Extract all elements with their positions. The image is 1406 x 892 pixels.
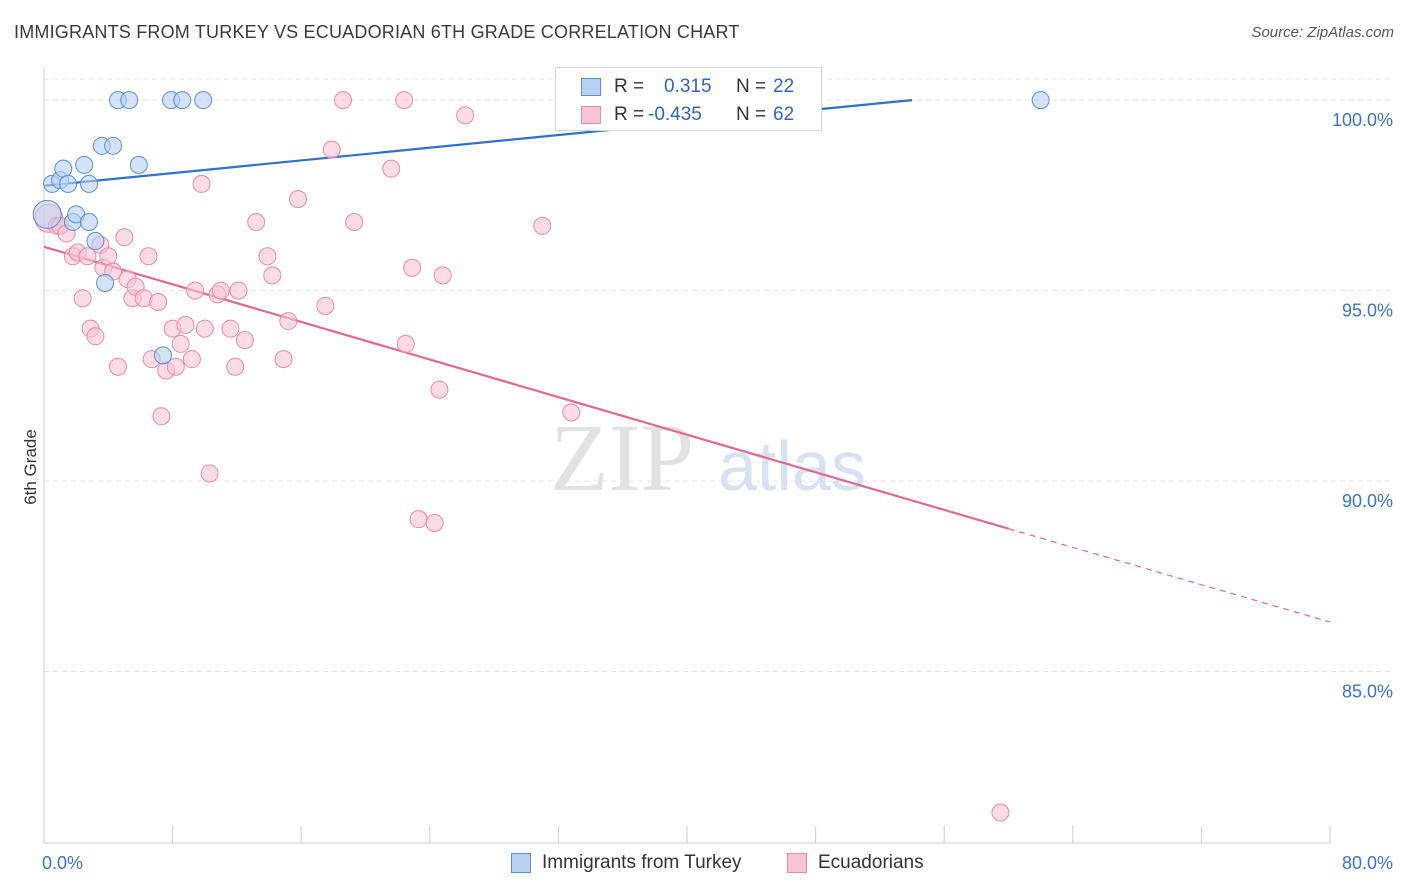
y-tick-label: 100.0%	[1332, 110, 1393, 130]
point-ecuadorians	[186, 281, 205, 300]
point-ecuadorians	[533, 216, 552, 235]
point-ecuadorians	[288, 190, 307, 209]
watermark: ZIP atlas	[550, 404, 866, 511]
point-ecuadorians	[229, 281, 248, 300]
point-ecuadorians	[333, 91, 352, 110]
point-ecuadorians	[396, 334, 415, 353]
data-points	[32, 91, 1050, 822]
point-turkey	[194, 91, 213, 110]
point-ecuadorians	[99, 247, 118, 266]
legend-label: Immigrants from Turkey	[542, 852, 742, 873]
point-ecuadorians	[139, 247, 158, 266]
point-ecuadorians	[182, 350, 201, 369]
point-ecuadorians	[263, 266, 282, 285]
n-value: 62	[773, 104, 795, 125]
pink-swatch	[581, 106, 601, 124]
point-ecuadorians	[382, 159, 401, 178]
point-ecuadorians	[322, 140, 341, 159]
point-ecuadorians	[192, 174, 211, 193]
legend-label: Ecuadorians	[818, 852, 924, 873]
y-tick-label: 90.0%	[1342, 491, 1393, 511]
point-ecuadorians	[152, 407, 171, 426]
point-turkey	[80, 174, 99, 193]
point-turkey	[1031, 91, 1050, 110]
point-ecuadorians	[279, 312, 298, 331]
point-ecuadorians	[425, 513, 444, 532]
point-turkey	[153, 346, 172, 365]
chart-title: IMMIGRANTS FROM TURKEY VS ECUADORIAN 6TH…	[14, 22, 740, 42]
point-ecuadorians	[221, 319, 240, 338]
trend-extension-ecuadorians	[1008, 528, 1331, 623]
blue-swatch	[511, 853, 531, 873]
point-ecuadorians	[247, 213, 266, 232]
point-ecuadorians	[430, 380, 449, 399]
point-ecuadorians	[258, 247, 277, 266]
watermark-zip: ZIP	[550, 404, 694, 511]
point-turkey	[86, 232, 105, 251]
point-ecuadorians	[149, 293, 168, 312]
n-value: 22	[773, 76, 795, 97]
source-label: Source: ZipAtlas.com	[1251, 24, 1394, 41]
x-tick-label-max: 80.0%	[1342, 853, 1393, 873]
point-turkey	[80, 213, 99, 232]
point-ecuadorians	[991, 803, 1010, 822]
point-ecuadorians	[78, 247, 97, 266]
y-tick-label: 85.0%	[1342, 682, 1393, 702]
point-turkey	[54, 159, 73, 178]
point-ecuadorians	[562, 403, 581, 422]
point-ecuadorians	[433, 266, 452, 285]
r-label: R =	[614, 76, 645, 97]
point-turkey	[96, 273, 115, 292]
point-ecuadorians	[200, 464, 219, 483]
point-ecuadorians	[86, 327, 105, 346]
trend-line-ecuadorians	[43, 245, 1009, 530]
gridlines	[44, 78, 1394, 673]
point-ecuadorians	[395, 91, 414, 110]
point-ecuadorians	[235, 331, 254, 350]
x-tick-label-min: 0.0%	[42, 853, 83, 873]
stats-row-ecuadorians: R = -0.435 N = 62	[556, 101, 821, 129]
y-tick-label: 95.0%	[1342, 301, 1393, 321]
point-ecuadorians	[195, 319, 214, 338]
n-label: N =	[736, 76, 767, 97]
point-ecuadorians	[409, 510, 428, 529]
point-ecuadorians	[274, 350, 293, 369]
point-ecuadorians	[73, 289, 92, 308]
point-ecuadorians	[171, 334, 190, 353]
point-turkey	[104, 136, 123, 155]
point-ecuadorians	[211, 281, 230, 300]
point-turkey	[120, 91, 139, 110]
n-label: N =	[736, 104, 767, 125]
blue-swatch	[581, 78, 601, 96]
stats-row-turkey: R = 0.315 N = 22	[556, 73, 821, 101]
tick-labels: 85.0% 90.0% 95.0% 100.0% 0.0% 80.0%	[42, 110, 1393, 873]
stats-legend: R = 0.315 N = 22 R = -0.435 N = 62	[555, 67, 822, 131]
y-axis-label: 6th Grade	[21, 429, 40, 505]
point-ecuadorians	[345, 213, 364, 232]
r-label: R =	[614, 104, 645, 125]
point-turkey	[129, 155, 148, 174]
point-turkey	[32, 199, 62, 229]
point-ecuadorians	[316, 296, 335, 315]
point-turkey	[59, 174, 78, 193]
point-ecuadorians	[456, 106, 475, 125]
r-value: 0.315	[664, 76, 712, 97]
r-value: -0.435	[648, 104, 702, 125]
point-turkey	[173, 91, 192, 110]
pink-swatch	[787, 853, 807, 873]
axes	[43, 67, 1331, 844]
point-ecuadorians	[115, 228, 134, 247]
point-turkey	[75, 155, 94, 174]
point-ecuadorians	[403, 258, 422, 277]
point-ecuadorians	[166, 357, 185, 376]
point-ecuadorians	[226, 357, 245, 376]
point-ecuadorians	[176, 315, 195, 334]
point-ecuadorians	[108, 357, 127, 376]
